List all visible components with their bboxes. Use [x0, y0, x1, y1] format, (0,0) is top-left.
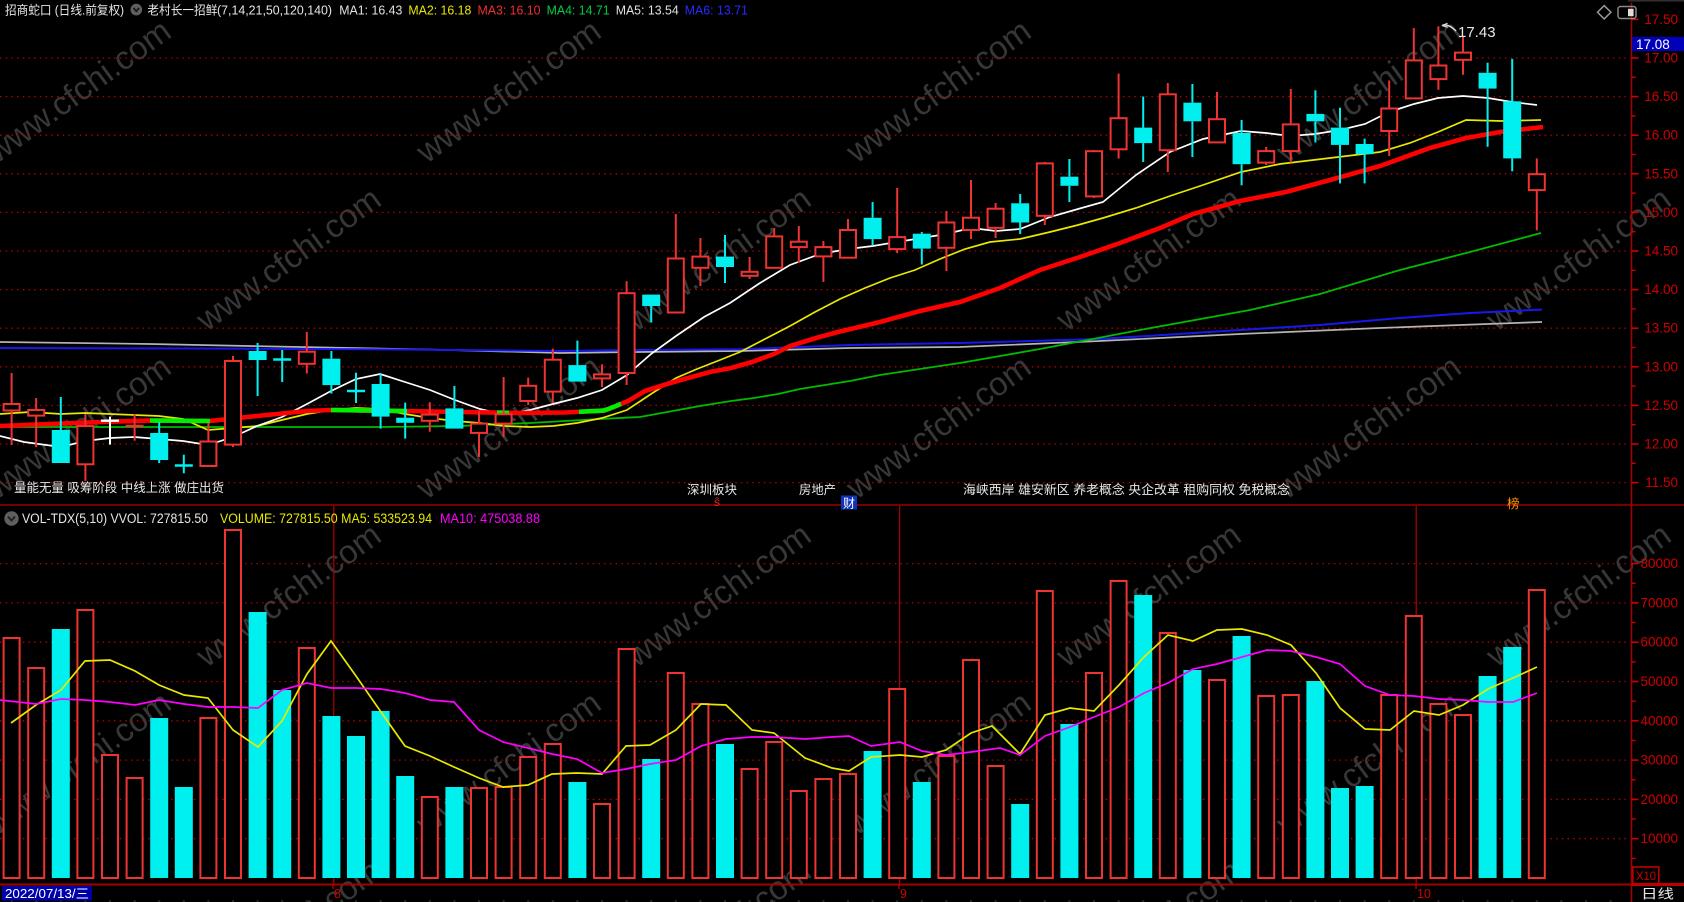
svg-text:80000: 80000 [1640, 556, 1678, 571]
svg-text:招商蛇口 (日线.前复权): 招商蛇口 (日线.前复权) [5, 3, 124, 18]
svg-text:15.50: 15.50 [1644, 166, 1678, 181]
svg-text:日线: 日线 [1641, 887, 1674, 902]
svg-text:17.00: 17.00 [1644, 51, 1678, 66]
svg-text:12.00: 12.00 [1644, 437, 1678, 452]
svg-text:ŝ: ŝ [714, 495, 720, 509]
svg-text:房地产: 房地产 [799, 482, 836, 497]
svg-text:MA3: 16.10: MA3: 16.10 [478, 4, 541, 18]
svg-text:17.43: 17.43 [1458, 24, 1496, 41]
svg-text:财: 财 [843, 497, 855, 511]
svg-text:20000: 20000 [1640, 792, 1678, 807]
svg-text:MA10: 475038.88: MA10: 475038.88 [440, 511, 540, 526]
svg-text:MA5: 13.54: MA5: 13.54 [616, 4, 679, 18]
svg-text:10: 10 [1417, 887, 1431, 901]
svg-text:量能无量 吸筹阶段 中线上涨 做庄出货: 量能无量 吸筹阶段 中线上涨 做庄出货 [14, 480, 224, 495]
svg-text:MA4: 14.71: MA4: 14.71 [547, 4, 610, 18]
svg-text:(7,14,21,50,120,140): (7,14,21,50,120,140) [217, 4, 332, 18]
svg-text:VOLUME: 727815.50 MA5: 533523.: VOLUME: 727815.50 MA5: 533523.94 [220, 511, 432, 526]
svg-text:16.50: 16.50 [1644, 89, 1678, 104]
svg-text:50000: 50000 [1640, 674, 1678, 689]
svg-text:13.00: 13.00 [1644, 359, 1678, 374]
svg-text:12.50: 12.50 [1644, 398, 1678, 413]
svg-text:VOL-TDX(5,10) VVOL: 727815.50: VOL-TDX(5,10) VVOL: 727815.50 [22, 511, 208, 526]
svg-text:16.00: 16.00 [1644, 128, 1678, 143]
svg-text:MA6: 13.71: MA6: 13.71 [685, 4, 748, 18]
svg-text:14.50: 14.50 [1644, 244, 1678, 259]
svg-text:11.50: 11.50 [1645, 475, 1678, 490]
svg-text:MA1: 16.43: MA1: 16.43 [339, 4, 402, 18]
svg-text:30000: 30000 [1640, 753, 1678, 768]
svg-text:8: 8 [334, 887, 341, 901]
svg-text:17.08: 17.08 [1636, 37, 1670, 52]
svg-text:13.50: 13.50 [1644, 321, 1678, 336]
svg-text:14.00: 14.00 [1644, 282, 1678, 297]
svg-text:70000: 70000 [1640, 595, 1678, 610]
svg-text:深圳板块: 深圳板块 [687, 483, 737, 497]
svg-text:X10: X10 [1636, 869, 1656, 883]
svg-text:17.50: 17.50 [1644, 12, 1678, 27]
svg-text:2022/07/13/三: 2022/07/13/三 [5, 887, 89, 901]
svg-text:15.00: 15.00 [1644, 205, 1678, 220]
svg-text:40000: 40000 [1640, 713, 1678, 728]
svg-text:老村长一招鲜: 老村长一招鲜 [147, 4, 217, 18]
svg-text:9: 9 [900, 887, 907, 901]
svg-text:榜: 榜 [1507, 496, 1520, 511]
svg-text:MA2: 16.18: MA2: 16.18 [408, 4, 471, 18]
svg-text:10000: 10000 [1640, 831, 1678, 846]
svg-text:60000: 60000 [1640, 635, 1678, 650]
svg-text:海峡西岸 雄安新区 养老概念 央企改革 租购同权 免税概念: 海峡西岸 雄安新区 养老概念 央企改革 租购同权 免税概念 [963, 482, 1291, 497]
